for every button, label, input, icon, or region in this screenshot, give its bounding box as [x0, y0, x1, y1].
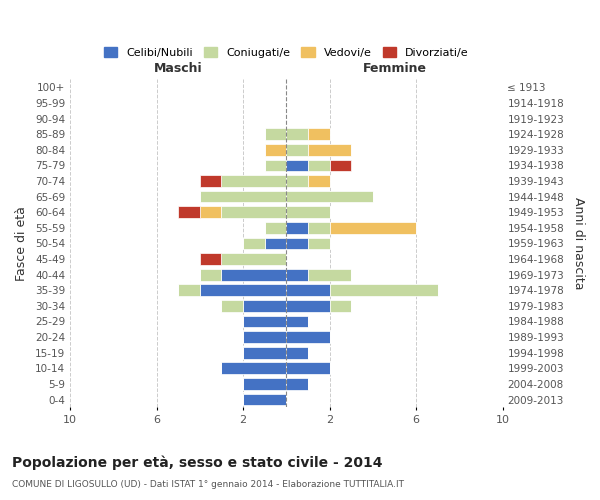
Bar — [308, 175, 329, 187]
Bar — [243, 347, 286, 358]
Bar — [286, 222, 308, 234]
Bar — [221, 300, 243, 312]
Bar — [286, 331, 329, 343]
Bar — [329, 160, 351, 171]
Bar — [243, 378, 286, 390]
Bar — [286, 269, 308, 280]
Bar — [200, 253, 221, 265]
Bar — [243, 238, 265, 250]
Bar — [286, 238, 308, 250]
Text: Maschi: Maschi — [154, 62, 202, 75]
Bar — [286, 206, 329, 218]
Bar — [308, 128, 329, 140]
Bar — [200, 190, 286, 202]
Text: COMUNE DI LIGOSULLO (UD) - Dati ISTAT 1° gennaio 2014 - Elaborazione TUTTITALIA.: COMUNE DI LIGOSULLO (UD) - Dati ISTAT 1°… — [12, 480, 404, 489]
Bar — [265, 238, 286, 250]
Bar — [200, 206, 221, 218]
Bar — [221, 253, 286, 265]
Bar — [178, 206, 200, 218]
Bar — [286, 190, 373, 202]
Bar — [200, 284, 286, 296]
Bar — [286, 300, 329, 312]
Bar — [308, 222, 329, 234]
Bar — [221, 362, 286, 374]
Bar — [286, 316, 308, 328]
Bar — [286, 144, 308, 156]
Bar — [221, 206, 286, 218]
Bar — [286, 362, 329, 374]
Bar — [286, 347, 308, 358]
Bar — [265, 128, 286, 140]
Bar — [265, 144, 286, 156]
Bar — [243, 331, 286, 343]
Bar — [243, 316, 286, 328]
Bar — [243, 394, 286, 406]
Bar — [221, 175, 286, 187]
Bar — [308, 144, 351, 156]
Bar — [200, 269, 221, 280]
Bar — [286, 284, 329, 296]
Bar — [329, 222, 416, 234]
Bar — [200, 175, 221, 187]
Bar — [308, 160, 329, 171]
Bar — [286, 378, 308, 390]
Bar — [286, 175, 308, 187]
Bar — [178, 284, 200, 296]
Bar — [286, 128, 308, 140]
Bar — [308, 269, 351, 280]
Bar — [265, 160, 286, 171]
Bar — [329, 300, 351, 312]
Text: Femmine: Femmine — [362, 62, 427, 75]
Bar — [329, 284, 437, 296]
Y-axis label: Anni di nascita: Anni di nascita — [572, 197, 585, 290]
Bar — [221, 269, 286, 280]
Bar — [243, 300, 286, 312]
Bar — [308, 238, 329, 250]
Bar — [286, 160, 308, 171]
Bar — [265, 222, 286, 234]
Legend: Celibi/Nubili, Coniugati/e, Vedovi/e, Divorziati/e: Celibi/Nubili, Coniugati/e, Vedovi/e, Di… — [100, 42, 473, 62]
Text: Popolazione per età, sesso e stato civile - 2014: Popolazione per età, sesso e stato civil… — [12, 455, 383, 469]
Y-axis label: Fasce di età: Fasce di età — [15, 206, 28, 281]
